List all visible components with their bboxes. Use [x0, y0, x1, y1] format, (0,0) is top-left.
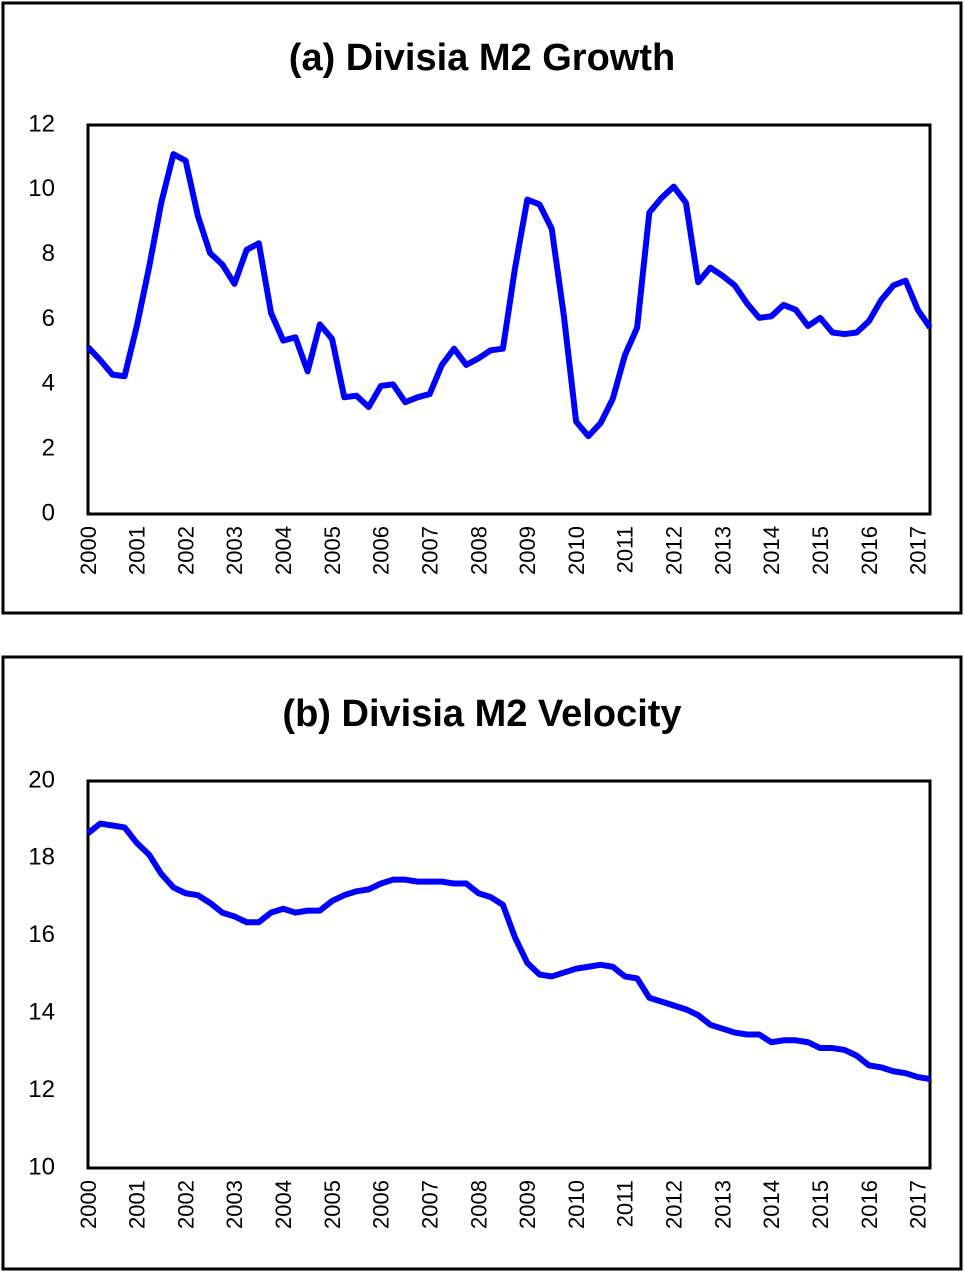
data-line: [85, 151, 933, 440]
x-tick-label: 2001: [125, 526, 150, 575]
y-tick-label: 10: [28, 175, 55, 202]
x-tick-label: 2014: [759, 526, 784, 575]
x-tick-label: 2009: [515, 526, 540, 575]
x-tick-label: 2013: [710, 526, 735, 575]
x-tick-label: 2011: [613, 1180, 638, 1227]
x-tick-label: 2008: [466, 526, 491, 575]
y-tick-label: 0: [42, 499, 55, 526]
y-tick-label: 20: [28, 766, 55, 793]
x-tick-label: 2002: [173, 526, 198, 575]
x-tick-label: 2000: [76, 526, 101, 575]
y-tick-label: 6: [42, 305, 55, 332]
x-tick-label: 2017: [906, 1180, 931, 1229]
x-tick-label: 2003: [222, 1180, 247, 1229]
plot-area: [86, 779, 932, 1170]
data-line: [86, 820, 931, 1082]
y-tick-label: 4: [42, 370, 55, 397]
x-tick-label: 2016: [857, 526, 882, 575]
x-tick-label: 2004: [271, 1180, 296, 1229]
x-tick-label: 2015: [808, 526, 833, 575]
x-tick-label: 2009: [515, 1180, 540, 1229]
x-tick-label: 2012: [662, 1180, 687, 1229]
x-tick-label: 2017: [906, 526, 931, 575]
chart-title: (b) Divisia M2 Velocity: [282, 693, 681, 735]
x-tick-label: 2000: [76, 1180, 101, 1229]
y-tick-label: 10: [28, 1153, 55, 1180]
x-tick-label: 2015: [808, 1180, 833, 1229]
chart-frame: [1, 1, 963, 615]
y-tick-label: 12: [28, 1076, 55, 1103]
x-tick-label: 2005: [320, 1180, 345, 1229]
x-tick-label: 2010: [564, 1180, 589, 1229]
x-tick-label: 2005: [320, 526, 345, 575]
x-tick-label: 2013: [710, 1180, 735, 1229]
y-tick-label: 16: [28, 921, 55, 948]
y-tick-label: 8: [42, 240, 55, 267]
x-tick-label: 2016: [857, 1180, 882, 1229]
plot-area: [86, 123, 932, 516]
x-tick-label: 2011: [613, 526, 638, 573]
x-tick-label: 2012: [662, 526, 687, 575]
x-tick-label: 2008: [466, 1180, 491, 1229]
y-tick-label: 18: [28, 844, 55, 871]
x-tick-label: 2006: [369, 1180, 394, 1229]
x-tick-label: 2014: [759, 1180, 784, 1229]
chart-title: (a) Divisia M2 Growth: [289, 37, 675, 79]
y-tick-label: 14: [28, 999, 55, 1026]
x-tick-label: 2010: [564, 526, 589, 575]
x-tick-label: 2007: [417, 1180, 442, 1229]
y-tick-label: 2: [42, 435, 55, 462]
chart-frame: [1, 655, 963, 1271]
x-tick-label: 2001: [125, 1180, 150, 1229]
x-tick-label: 2004: [271, 526, 296, 575]
y-tick-label: 12: [28, 110, 55, 137]
x-tick-label: 2003: [222, 526, 247, 575]
x-tick-label: 2002: [173, 1180, 198, 1229]
x-tick-label: 2006: [369, 526, 394, 575]
x-tick-label: 2007: [417, 526, 442, 575]
